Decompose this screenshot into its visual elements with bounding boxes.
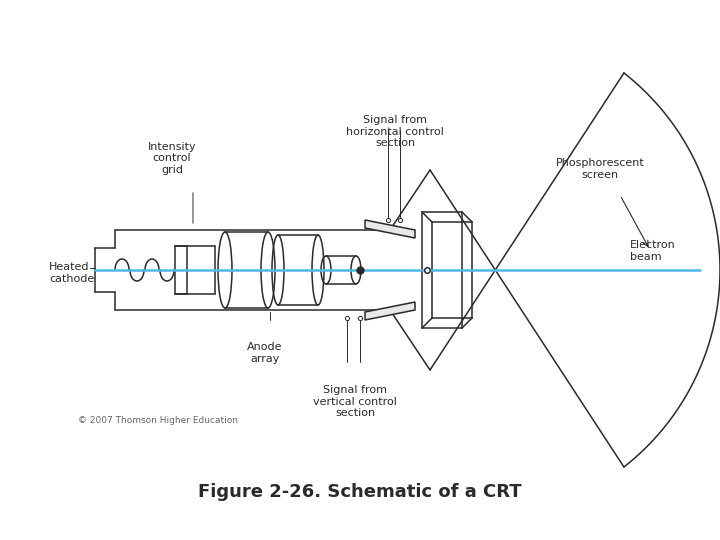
Text: Signal from
horizontal control
section: Signal from horizontal control section xyxy=(346,115,444,148)
Text: Electron
beam: Electron beam xyxy=(630,240,676,262)
Text: Intensity
control
grid: Intensity control grid xyxy=(148,142,197,175)
Text: Signal from
vertical control
section: Signal from vertical control section xyxy=(313,385,397,418)
Polygon shape xyxy=(365,220,415,238)
Text: Phosphorescent
screen: Phosphorescent screen xyxy=(556,158,644,180)
Text: Figure 2-26. Schematic of a CRT: Figure 2-26. Schematic of a CRT xyxy=(198,483,522,501)
Text: © 2007 Thomson Higher Education: © 2007 Thomson Higher Education xyxy=(78,416,238,425)
Text: Heated
cathode: Heated cathode xyxy=(50,262,94,284)
Text: Anode
array: Anode array xyxy=(247,342,283,363)
Polygon shape xyxy=(365,302,415,320)
